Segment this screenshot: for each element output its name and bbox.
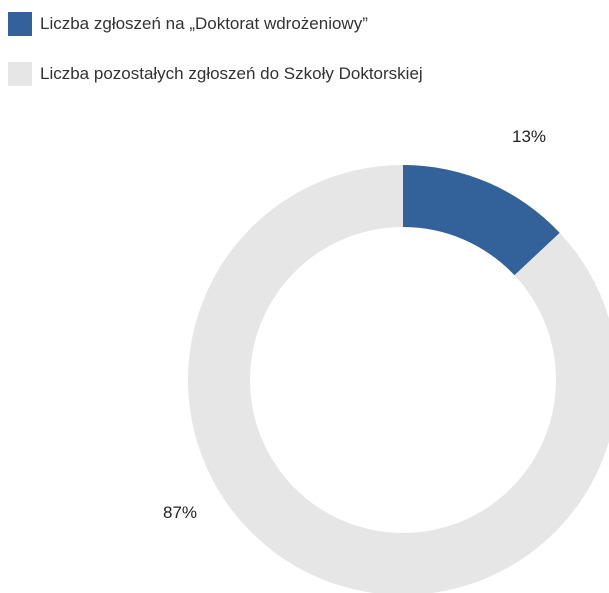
legend-item-doktorat-wdrozeniowy: Liczba zgłoszeń na „Doktorat wdrożeniowy… [8,10,423,38]
legend-swatch-doktorat-wdrozeniowy [8,12,32,36]
donut-data-labels: 13% 87% [163,127,546,522]
legend-label-pozostale-zgloszenia: Liczba pozostałych zgłoszeń do Szkoły Do… [40,64,423,83]
donut-slice-87 [188,165,609,593]
donut-slice-13 [403,165,560,276]
data-label-doktorat-wdrozeniowy: 13% [512,127,546,146]
legend-item-pozostale-zgloszenia: Liczba pozostałych zgłoszeń do Szkoły Do… [8,60,423,88]
chart-legend: Liczba zgłoszeń na „Doktorat wdrożeniowy… [8,10,423,110]
legend-label-doktorat-wdrozeniowy: Liczba zgłoszeń na „Doktorat wdrożeniowy… [40,14,368,33]
data-label-pozostale-zgloszenia: 87% [163,503,197,522]
donut-slices [188,165,609,593]
legend-swatch-pozostale-zgloszenia [8,62,32,86]
